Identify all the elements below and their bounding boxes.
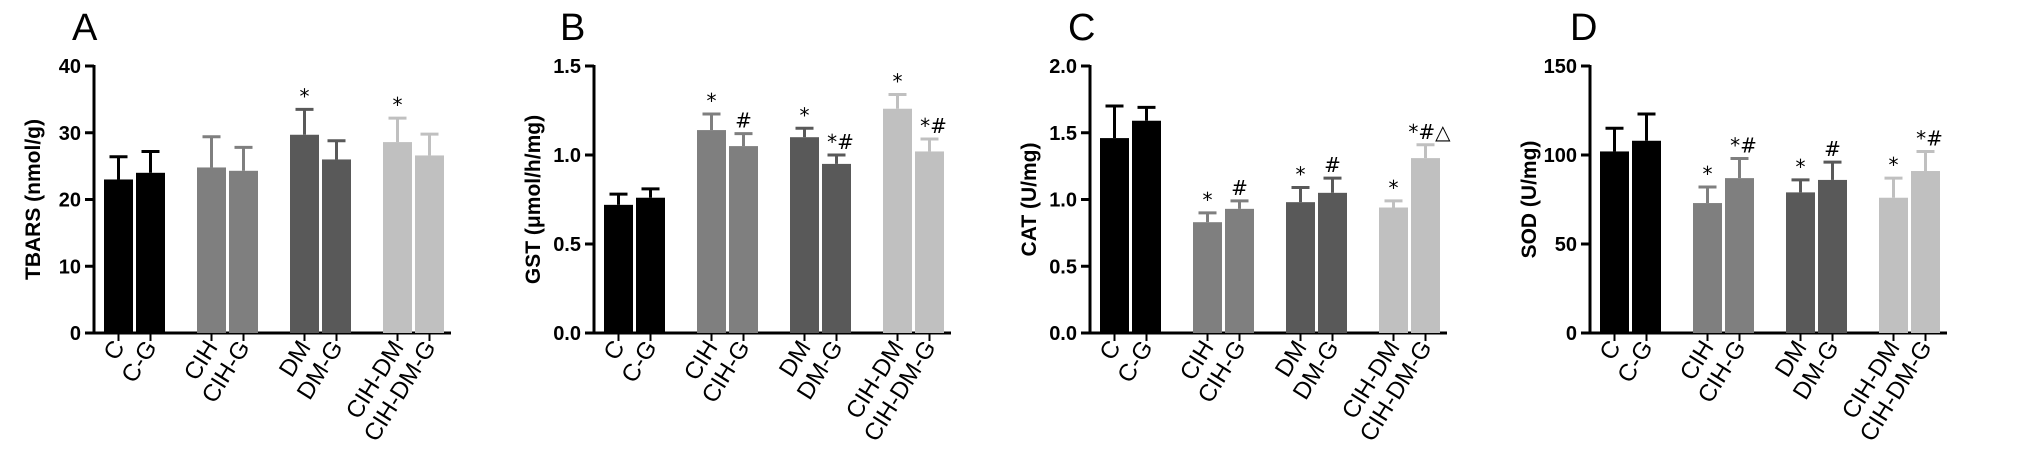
bar-cih-dm [383, 142, 412, 333]
bar-c-g [136, 172, 165, 333]
bar-cih-dm-g [415, 155, 444, 333]
significance-marker: *# [1730, 134, 1757, 158]
bar-c [1600, 151, 1629, 333]
bar-dm-g [1818, 179, 1847, 333]
significance-marker: * [1296, 162, 1306, 186]
bar-c [604, 204, 633, 333]
y-tick-label: 0 [1566, 323, 1577, 345]
x-tick-label: C-G [616, 336, 662, 388]
panel-letter: A [72, 7, 98, 49]
y-tick-label: 1.5 [553, 56, 581, 78]
significance-marker: *# [920, 114, 947, 138]
significance-marker: * [893, 69, 903, 93]
bar-dm [790, 137, 819, 333]
bar-cih-dm [1379, 207, 1408, 333]
bar-dm-g [1318, 192, 1347, 333]
bar-dm-g [322, 159, 351, 333]
y-axis-label: SOD (U/mg) [1518, 141, 1541, 259]
y-tick-label: 2.0 [1049, 56, 1077, 78]
significance-marker: * [707, 89, 717, 113]
x-tick-label: C-G [1112, 336, 1158, 388]
significance-marker: * [1203, 188, 1213, 212]
y-tick-label: 100 [1544, 145, 1577, 167]
significance-marker: * [1389, 176, 1399, 200]
y-tick-label: 10 [59, 256, 81, 278]
bar-cih [197, 167, 226, 333]
bar-cih [697, 130, 726, 333]
panel-letter: D [1570, 7, 1597, 49]
bar-cih-g [229, 170, 258, 333]
x-tick-label: C-G [1612, 336, 1658, 388]
significance-marker: # [1324, 153, 1341, 177]
panel-letter: B [560, 7, 585, 49]
y-tick-label: 40 [59, 56, 81, 78]
bar-cih-g [729, 146, 758, 333]
bar-c-g [1632, 140, 1661, 333]
significance-marker: * [1703, 162, 1713, 186]
y-tick-label: 0.0 [1049, 323, 1077, 345]
bar-dm-g [822, 163, 851, 333]
y-tick-label: 150 [1544, 56, 1577, 78]
bar-cih [1193, 222, 1222, 333]
bar-cih [1693, 203, 1722, 333]
significance-marker: * [1889, 153, 1899, 177]
y-axis-label: TBARS (nmol/g) [22, 119, 45, 280]
bar-dm [1286, 202, 1315, 333]
significance-marker: *# [1916, 126, 1943, 150]
y-tick-label: 50 [1555, 234, 1577, 256]
y-tick-label: 20 [59, 190, 81, 212]
bar-c-g [1132, 120, 1161, 333]
bar-cih-dm [1879, 197, 1908, 333]
bar-cih-g [1725, 178, 1754, 333]
y-tick-label: 0.5 [1049, 256, 1077, 278]
bar-cih-dm-g [915, 151, 944, 333]
y-tick-label: 1.0 [553, 145, 581, 167]
y-tick-label: 1.0 [1049, 190, 1077, 212]
bar-cih-dm-g [1911, 171, 1940, 333]
bar-dm [1786, 192, 1815, 333]
y-axis-label: GST (μmol/h/mg) [522, 115, 545, 284]
significance-marker: * [300, 84, 310, 108]
significance-marker: * [393, 93, 403, 117]
significance-marker: *# [827, 130, 854, 154]
bar-c [1100, 138, 1129, 333]
significance-marker: # [1824, 137, 1841, 161]
bar-cih-dm-g [1411, 158, 1440, 333]
significance-marker: *#△ [1408, 120, 1451, 144]
y-tick-label: 30 [59, 123, 81, 145]
y-tick-label: 0 [70, 323, 81, 345]
bar-cih-dm [883, 108, 912, 333]
panel-letter: C [1068, 7, 1095, 49]
y-tick-label: 0.5 [553, 234, 581, 256]
significance-marker: # [1231, 176, 1248, 200]
y-tick-label: 1.5 [1049, 123, 1077, 145]
bar-c [104, 179, 133, 333]
bar-dm [290, 134, 319, 333]
significance-marker: * [800, 103, 810, 127]
significance-marker: * [1796, 155, 1806, 179]
y-axis-label: CAT (U/mg) [1018, 143, 1041, 257]
bar-cih-g [1225, 208, 1254, 333]
significance-marker: # [735, 109, 752, 133]
x-tick-label: C-G [116, 336, 162, 388]
bar-c-g [636, 197, 665, 333]
y-tick-label: 0.0 [553, 323, 581, 345]
